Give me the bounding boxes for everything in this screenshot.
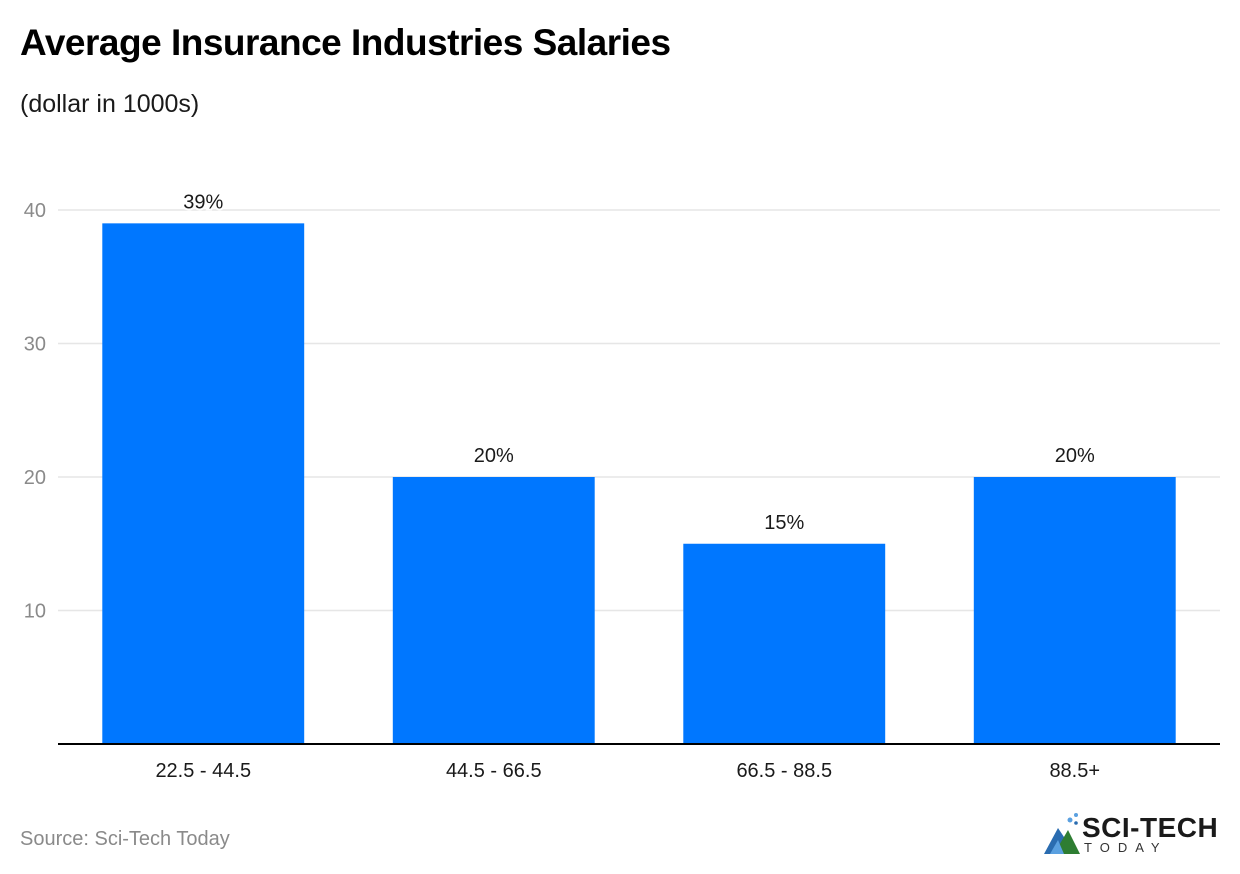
bars	[102, 223, 1176, 745]
x-tick-label: 44.5 - 66.5	[446, 760, 542, 782]
x-tick-label: 22.5 - 44.5	[155, 760, 251, 782]
y-tick-label: 30	[24, 334, 46, 356]
y-tick-label: 10	[24, 601, 46, 623]
chart-subtitle: (dollar in 1000s)	[20, 90, 200, 118]
chart-title: Average Insurance Industries Salaries	[20, 22, 671, 63]
sci-tech-today-logo: SCI-TECH TODAY	[1040, 810, 1230, 860]
data-labels: 39% 20% 15% 20%	[181, 189, 1097, 535]
bar	[683, 543, 886, 744]
data-label: 20%	[1055, 445, 1095, 467]
bar	[392, 477, 595, 744]
x-tick-label: 88.5+	[1049, 760, 1100, 782]
data-label: 20%	[474, 445, 514, 467]
logo-mark-icon	[1044, 813, 1080, 854]
data-label: 39%	[183, 191, 223, 213]
source-note: Source: Sci-Tech Today	[20, 828, 230, 850]
y-tick-label: 40	[24, 200, 46, 222]
y-tick-label: 20	[24, 467, 46, 489]
y-axis-ticks: 10 20 30 40	[24, 200, 46, 623]
x-tick-label: 66.5 - 88.5	[736, 760, 832, 782]
bar	[102, 223, 305, 745]
bar	[973, 477, 1176, 744]
logo-subtext: TODAY	[1084, 840, 1168, 855]
logo-text: SCI-TECH	[1082, 812, 1219, 843]
x-axis-ticks: 22.5 - 44.5 44.5 - 66.5 66.5 - 88.5 88.5+	[155, 760, 1100, 782]
data-label: 15%	[764, 512, 804, 534]
